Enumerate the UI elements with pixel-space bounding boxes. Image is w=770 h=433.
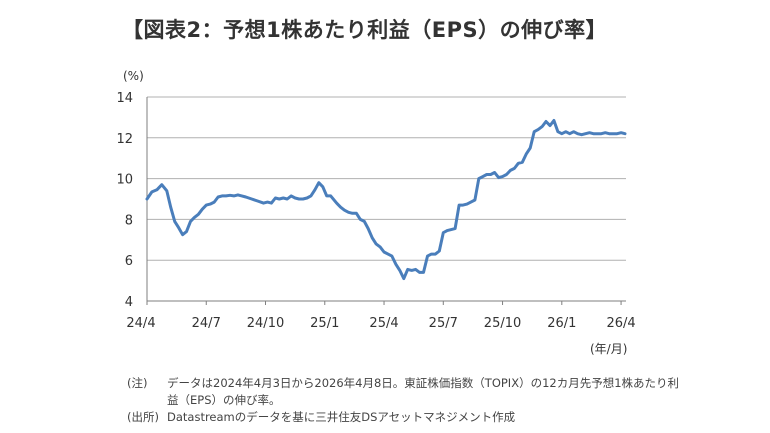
source-text: Datastreamのデータを基に三井住友DSアセットマネジメント作成 (167, 410, 516, 424)
y-tick-label: 14 (116, 91, 133, 106)
note-key: (注) (127, 376, 148, 390)
x-tick-label: 24/7 (192, 316, 221, 331)
series-line (145, 119, 627, 281)
note-text: データは2024年4月3日から2026年4月8日。東証株価指数（TOPIX）の1… (167, 376, 680, 407)
x-tick-label: 25/1 (310, 316, 339, 331)
y-tick-label: 12 (116, 132, 133, 147)
x-tick-labels: 24/4 24/7 24/10 25/1 25/4 25/7 25/10 26/1 26/4 (126, 316, 635, 331)
y-tick-label: 4 (125, 295, 133, 310)
x-tick-label: 25/4 (369, 316, 398, 331)
x-tick-label: 26/4 (606, 316, 635, 331)
x-tick-label: 25/10 (484, 316, 521, 331)
gridlines (147, 96, 626, 261)
source-key: (出所) (127, 410, 159, 424)
x-tick-label: 26/1 (547, 316, 576, 331)
y-tick-labels: 4 6 8 10 12 14 (116, 91, 133, 310)
footnotes: (注) データは2024年4月3日から2026年4月8日。東証株価指数（TOPI… (127, 375, 687, 426)
series-lines (145, 119, 627, 281)
y-tick-label: 6 (125, 254, 133, 269)
axes (146, 97, 626, 305)
y-axis-unit-label: (%) (123, 69, 144, 83)
note-row: (注) データは2024年4月3日から2026年4月8日。東証株価指数（TOPI… (127, 375, 687, 409)
y-tick-label: 10 (116, 173, 133, 188)
x-tick-label: 25/7 (429, 316, 458, 331)
source-row: (出所) Datastreamのデータを基に三井住友DSアセットマネジメント作成 (127, 409, 687, 426)
chart-title: 【図表2：予想1株あたり利益（EPS）の伸び率】 (122, 18, 608, 42)
y-tick-label: 8 (125, 213, 133, 228)
x-axis-unit-label: (年/月) (590, 342, 628, 356)
x-tick-label: 24/10 (247, 316, 284, 331)
x-tick-label: 24/4 (126, 316, 155, 331)
